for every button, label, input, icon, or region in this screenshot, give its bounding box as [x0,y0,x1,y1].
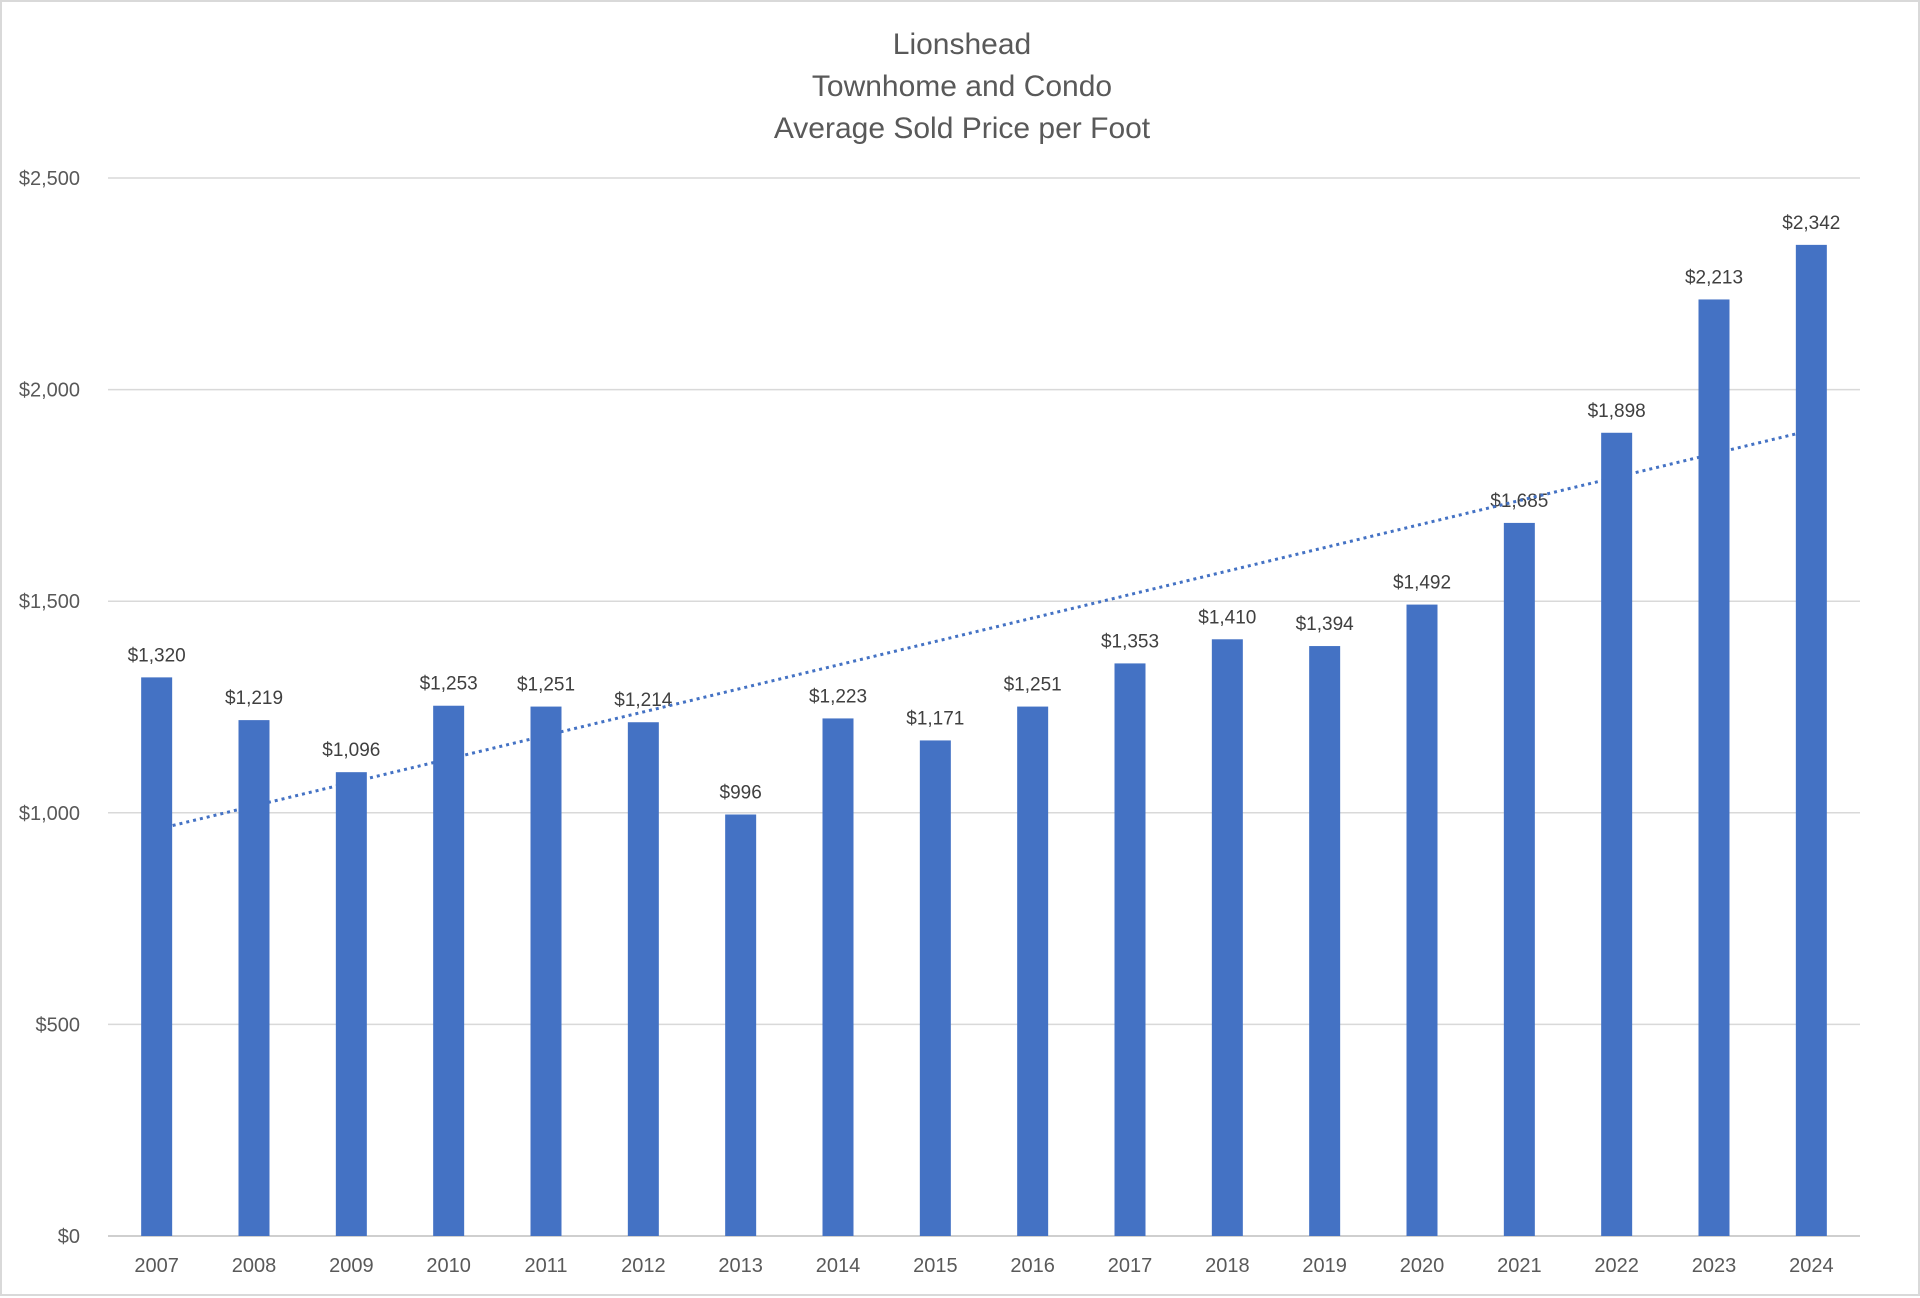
x-tick-label: 2024 [1789,1255,1834,1277]
data-label: $1,223 [809,686,867,707]
x-tick-label: 2015 [913,1255,958,1277]
data-label: $1,171 [906,708,964,729]
x-tick-label: 2014 [816,1255,861,1277]
bar [1503,522,1535,1236]
data-label: $2,213 [1685,267,1743,288]
data-label: $1,685 [1490,491,1548,512]
data-label: $2,342 [1782,213,1840,234]
trendline [172,432,1796,827]
data-label: $1,253 [420,674,478,695]
y-tick-label: $1,000 [19,803,80,825]
x-tick-label: 2008 [232,1255,277,1277]
data-label: $1,219 [225,688,283,709]
data-label: $1,898 [1588,401,1646,422]
bar [335,772,367,1236]
bar [1795,244,1827,1236]
x-tick-label: 2007 [134,1255,179,1277]
x-tick-label: 2021 [1497,1255,1542,1277]
chart-title-line-2: Townhome and Condo [812,70,1112,103]
bar [1017,706,1049,1236]
data-label: $1,394 [1296,614,1355,635]
data-label: $1,251 [517,675,575,696]
bar [822,718,854,1236]
data-label: $1,353 [1101,631,1159,652]
data-label: $1,096 [322,740,380,761]
y-tick-label: $500 [36,1014,81,1036]
x-tick-label: 2009 [329,1255,374,1277]
bar [1698,299,1730,1237]
y-tick-label: $2,500 [19,168,80,190]
bar [627,722,659,1236]
x-tick-label: 2020 [1400,1255,1445,1277]
bar [433,705,465,1236]
bar [725,814,757,1236]
x-tick-label: 2011 [524,1255,567,1277]
bar [141,677,173,1236]
bar [530,706,562,1236]
bar [1114,663,1146,1236]
y-tick-label: $1,500 [19,591,80,613]
data-label: $1,251 [1004,675,1062,696]
data-label: $1,214 [614,690,673,711]
x-axis-tick-labels: 2007 2008 2009 2010 2011 2012 2013 2014 2015 2016… [134,1255,1833,1277]
bar [1406,604,1438,1236]
x-tick-label: 2013 [718,1255,763,1277]
data-label: $1,492 [1393,573,1451,594]
bar [1309,646,1341,1236]
bar [919,740,951,1236]
data-label: $1,320 [128,645,186,666]
y-tick-label: $2,000 [19,380,80,402]
trendline-group [172,432,1796,827]
chart-title-line-3: Average Sold Price per Foot [774,112,1151,145]
data-label: $1,410 [1198,607,1256,628]
x-tick-label: 2017 [1108,1255,1153,1277]
data-label: $996 [720,782,762,803]
bar [238,720,270,1236]
y-tick-label: $0 [58,1226,80,1248]
bar-series [141,244,1827,1237]
chart-title: Lionshead Townhome and Condo Average Sol… [774,28,1151,145]
y-axis-tick-labels: $0 $500 $1,000 $1,500 $2,000 $2,500 [19,168,80,1248]
bar [1211,639,1243,1236]
chart-title-line-1: Lionshead [893,28,1031,61]
x-tick-label: 2010 [426,1255,471,1277]
x-tick-label: 2022 [1594,1255,1639,1277]
x-tick-label: 2019 [1302,1255,1347,1277]
x-tick-label: 2012 [621,1255,666,1277]
x-tick-label: 2023 [1692,1255,1737,1277]
y-gridlines [108,177,1860,1237]
data-labels: $1,320 $1,219 $1,096 $1,253 $1,251 $1,214 $996… [128,213,1841,804]
x-tick-label: 2018 [1205,1255,1250,1277]
bar [1601,432,1633,1237]
x-tick-label: 2016 [1010,1255,1055,1277]
